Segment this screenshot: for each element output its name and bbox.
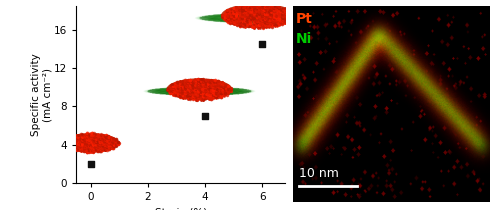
- Polygon shape: [150, 87, 249, 96]
- Polygon shape: [200, 13, 316, 23]
- Polygon shape: [156, 87, 243, 95]
- Polygon shape: [198, 13, 318, 23]
- Polygon shape: [221, 3, 295, 28]
- Point: [87, 162, 94, 165]
- Polygon shape: [144, 87, 255, 96]
- Polygon shape: [148, 87, 251, 96]
- Text: 10 nm: 10 nm: [299, 167, 339, 180]
- Polygon shape: [145, 87, 254, 96]
- Polygon shape: [206, 13, 310, 23]
- Polygon shape: [154, 87, 245, 95]
- Polygon shape: [202, 13, 314, 23]
- Polygon shape: [149, 87, 250, 96]
- X-axis label: Strain (%): Strain (%): [154, 207, 207, 210]
- Point: [258, 43, 266, 46]
- Polygon shape: [197, 13, 319, 23]
- Polygon shape: [146, 87, 253, 96]
- Polygon shape: [157, 87, 242, 95]
- Point: [201, 114, 209, 118]
- Polygon shape: [211, 14, 306, 22]
- Polygon shape: [151, 87, 248, 96]
- Polygon shape: [195, 13, 321, 23]
- Polygon shape: [207, 13, 309, 23]
- Polygon shape: [196, 13, 320, 23]
- Polygon shape: [152, 87, 247, 95]
- Polygon shape: [210, 14, 307, 22]
- Text: Pt: Pt: [296, 12, 313, 26]
- Text: Ni: Ni: [296, 32, 312, 46]
- Polygon shape: [203, 13, 313, 23]
- Polygon shape: [166, 78, 232, 100]
- Polygon shape: [62, 133, 119, 152]
- Polygon shape: [205, 13, 312, 23]
- Polygon shape: [208, 13, 308, 23]
- Y-axis label: Specific activity
(mA cm⁻²): Specific activity (mA cm⁻²): [31, 53, 53, 136]
- Polygon shape: [147, 87, 252, 96]
- Polygon shape: [155, 87, 244, 95]
- Polygon shape: [201, 13, 315, 23]
- Polygon shape: [153, 87, 246, 95]
